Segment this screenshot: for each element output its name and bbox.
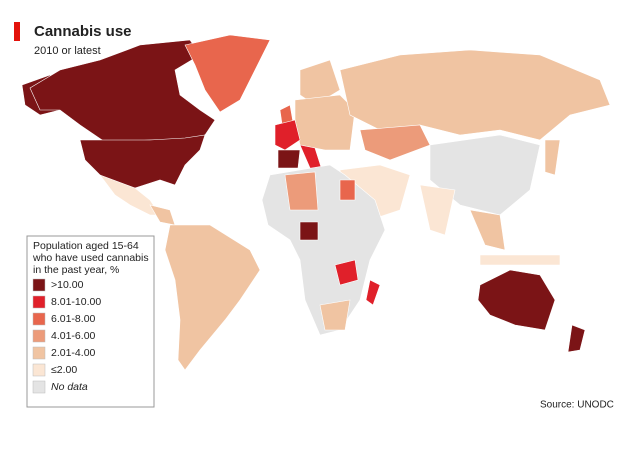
- legend-swatch: [32, 295, 46, 309]
- europe: [294, 94, 356, 151]
- legend-label: 6.01-8.00: [51, 313, 96, 325]
- china: [429, 134, 541, 216]
- legend-label: 8.01-10.00: [51, 296, 101, 308]
- australia: [477, 269, 556, 331]
- canada: [29, 39, 216, 143]
- nigeria: [299, 221, 319, 241]
- subtitle: 2010 or latest: [34, 45, 101, 57]
- accent-bar: [14, 22, 20, 41]
- algeria: [284, 171, 319, 211]
- russia: [339, 49, 611, 141]
- legend-title: who have used cannabis: [32, 252, 149, 264]
- legend-swatch: [32, 346, 46, 360]
- france: [274, 119, 301, 151]
- south-america: [164, 224, 261, 371]
- legend-title: Population aged 15-64: [33, 240, 139, 252]
- india: [419, 184, 456, 236]
- madagascar: [365, 279, 381, 306]
- source: Source: UNODC: [540, 400, 614, 411]
- legend-title: in the past year, %: [33, 264, 119, 276]
- legend-label: 2.01-4.00: [51, 347, 96, 359]
- greenland: [184, 34, 271, 113]
- united-states: [79, 134, 206, 189]
- legend-box: [26, 235, 155, 408]
- mexico: [99, 174, 161, 216]
- title: Cannabis use: [34, 23, 132, 40]
- southeast-asia: [469, 209, 506, 251]
- world-map: [21, 34, 611, 371]
- legend-swatch: [32, 312, 46, 326]
- legend-swatch: [32, 329, 46, 343]
- egypt: [339, 179, 356, 201]
- legend-label: 4.01-6.00: [51, 330, 96, 342]
- spain: [277, 149, 301, 169]
- new-zealand: [567, 324, 586, 353]
- zambia: [334, 259, 359, 286]
- legend-label: No data: [51, 381, 88, 393]
- legend-swatch: [32, 363, 46, 377]
- legend-swatch: [32, 380, 46, 394]
- japan: [544, 139, 561, 176]
- legend-label: ≤2.00: [51, 364, 77, 376]
- kazakhstan: [359, 124, 431, 161]
- indonesia: [479, 254, 561, 266]
- legend-swatch: [32, 278, 46, 292]
- legend-label: >10.00: [51, 279, 84, 291]
- south-africa: [319, 299, 351, 331]
